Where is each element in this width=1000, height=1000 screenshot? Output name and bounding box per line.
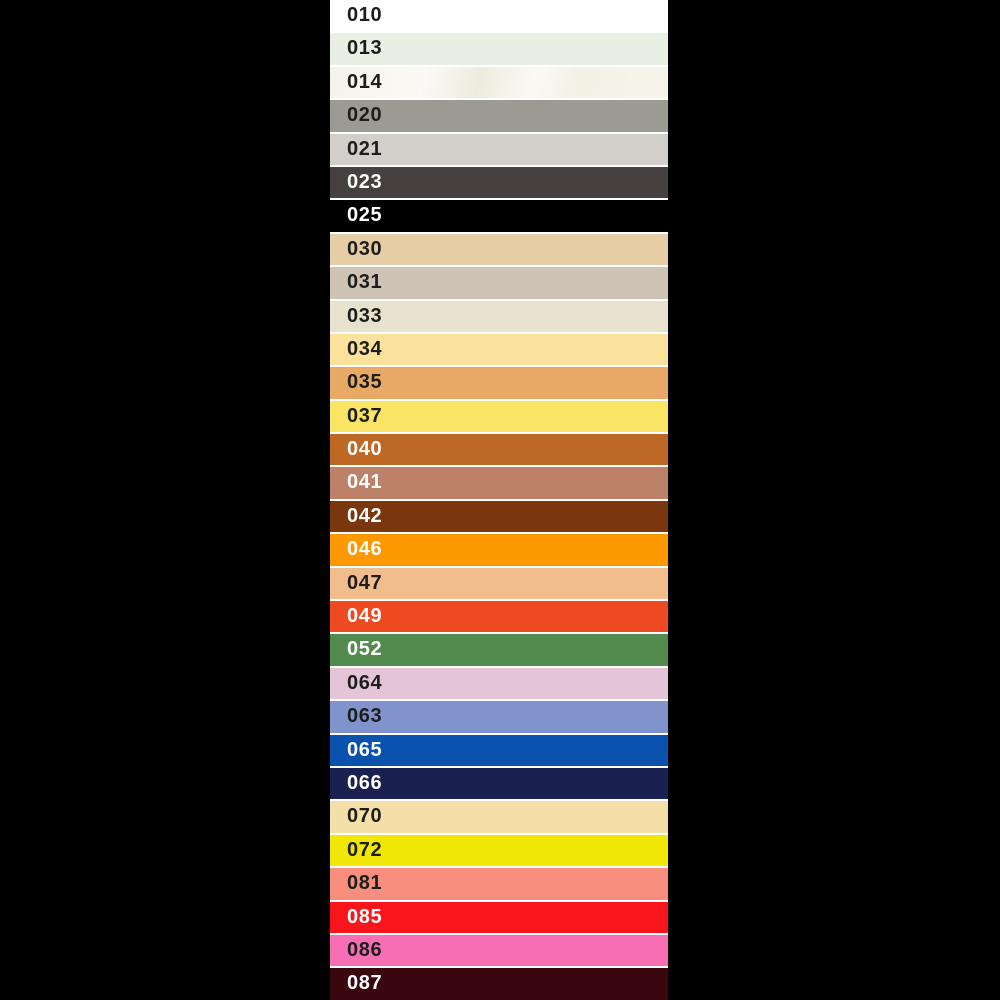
color-swatch-row-010: 010 bbox=[330, 0, 668, 32]
color-code-label: 042 bbox=[347, 504, 383, 527]
color-code-label: 085 bbox=[347, 905, 383, 928]
color-code-label: 063 bbox=[347, 705, 383, 728]
color-code-label: 065 bbox=[347, 738, 383, 761]
color-swatch-row-087: 087 bbox=[330, 968, 668, 1000]
color-swatch-row-065: 065 bbox=[330, 734, 668, 766]
color-swatch-row-052: 052 bbox=[330, 634, 668, 666]
color-swatch-row-040: 040 bbox=[330, 434, 668, 466]
color-swatch-row-013: 013 bbox=[330, 33, 668, 65]
color-code-label: 020 bbox=[347, 104, 383, 127]
color-swatch-row-031: 031 bbox=[330, 267, 668, 299]
color-swatch-row-049: 049 bbox=[330, 601, 668, 633]
color-code-label: 081 bbox=[347, 872, 383, 895]
color-swatch-row-072: 072 bbox=[330, 834, 668, 867]
color-code-label: 049 bbox=[347, 605, 383, 628]
color-code-label: 040 bbox=[347, 438, 383, 461]
color-code-label: 041 bbox=[347, 471, 383, 494]
color-swatch-row-086: 086 bbox=[330, 934, 668, 967]
color-swatch-row-023: 023 bbox=[330, 166, 668, 199]
color-code-label: 047 bbox=[347, 571, 383, 594]
color-code-label: 072 bbox=[347, 838, 383, 861]
color-code-label: 052 bbox=[347, 638, 383, 661]
color-code-label: 030 bbox=[347, 237, 383, 260]
color-code-label: 070 bbox=[347, 805, 383, 828]
color-swatch-row-035: 035 bbox=[330, 367, 668, 399]
color-swatch-row-014: 014 bbox=[330, 66, 668, 99]
color-swatch-row-070: 070 bbox=[330, 801, 668, 833]
color-swatch-row-042: 042 bbox=[330, 500, 668, 533]
color-swatch-row-037: 037 bbox=[330, 400, 668, 433]
color-swatch-row-041: 041 bbox=[330, 467, 668, 499]
color-swatch-row-047: 047 bbox=[330, 567, 668, 600]
color-code-label: 033 bbox=[347, 304, 383, 327]
color-code-label: 010 bbox=[347, 4, 383, 26]
color-code-label: 031 bbox=[347, 271, 383, 294]
color-swatch-row-081: 081 bbox=[330, 868, 668, 900]
color-code-label: 087 bbox=[347, 972, 383, 995]
color-code-label: 013 bbox=[347, 37, 383, 60]
color-swatch-row-030: 030 bbox=[330, 233, 668, 266]
color-swatch-row-063: 063 bbox=[330, 701, 668, 733]
color-code-label: 046 bbox=[347, 538, 383, 561]
color-swatch-row-046: 046 bbox=[330, 534, 668, 566]
color-code-label: 021 bbox=[347, 137, 383, 160]
color-code-label: 086 bbox=[347, 938, 383, 961]
color-swatch-row-085: 085 bbox=[330, 901, 668, 933]
color-swatch-row-025: 025 bbox=[330, 200, 668, 232]
color-swatch-row-064: 064 bbox=[330, 667, 668, 700]
color-swatch-row-021: 021 bbox=[330, 133, 668, 165]
color-swatch-row-034: 034 bbox=[330, 333, 668, 366]
color-code-label: 014 bbox=[347, 70, 383, 93]
color-code-label: 037 bbox=[347, 404, 383, 427]
color-code-label: 023 bbox=[347, 170, 383, 193]
color-swatch-row-020: 020 bbox=[330, 100, 668, 132]
color-code-label: 034 bbox=[347, 337, 383, 360]
color-code-label: 064 bbox=[347, 671, 383, 694]
color-swatch-row-033: 033 bbox=[330, 300, 668, 332]
color-code-label: 066 bbox=[347, 771, 383, 794]
color-code-label: 025 bbox=[347, 204, 383, 227]
color-code-label: 035 bbox=[347, 371, 383, 394]
color-swatch-row-066: 066 bbox=[330, 767, 668, 800]
color-chart: 010 013 014 020 021 023 025 030 031 033 … bbox=[330, 0, 668, 1000]
